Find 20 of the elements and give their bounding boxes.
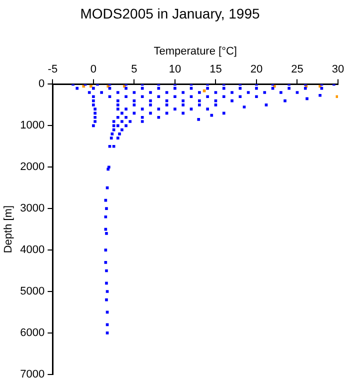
x-tick-label: 5 [131, 64, 138, 76]
x-tick-label: -5 [48, 64, 58, 76]
x-tick-label: 0 [90, 64, 96, 76]
point [90, 84, 92, 88]
x-tick-label: 20 [250, 64, 263, 76]
y-tick-label: 5000 [20, 286, 45, 298]
y-tick-label: 4000 [20, 244, 45, 256]
y-tick-label: 1000 [20, 120, 45, 132]
x-tick-label: 10 [168, 64, 182, 76]
y-tick-label: 7000 [20, 368, 45, 380]
y-tick-label: 0 [38, 78, 45, 90]
y-tick-label: 6000 [20, 326, 45, 339]
x-tick-label: 15 [210, 64, 222, 76]
x-tick-label: 30 [332, 64, 344, 76]
x-tick-label: 25 [291, 64, 304, 76]
y-axis-title: Depth [m] [2, 205, 15, 254]
chart-title: MODS2005 in January, 1995 [80, 5, 260, 22]
y-tick-label: 3000 [20, 202, 45, 215]
y-tick-label: 2000 [20, 161, 45, 174]
x-axis-title: Temperature [°C] [154, 45, 237, 58]
